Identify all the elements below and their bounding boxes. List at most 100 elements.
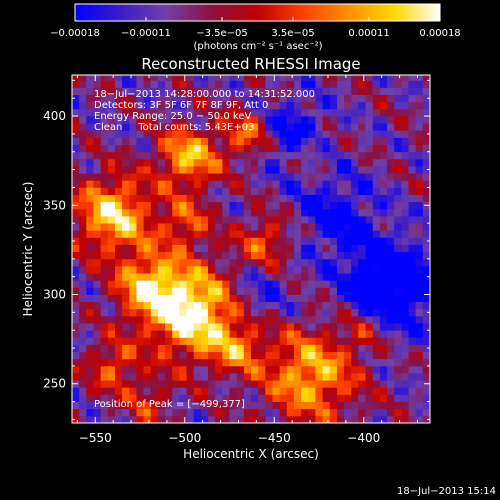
heatmap-cell (379, 215, 388, 224)
heatmap-cell (265, 166, 273, 174)
heatmap-cell (157, 358, 166, 367)
heatmap-cell (258, 337, 266, 345)
heatmap-cell (86, 87, 94, 96)
heatmap-cell (344, 130, 352, 138)
heatmap-cell (358, 101, 366, 110)
heatmap-cell (122, 380, 130, 388)
heatmap-cell (143, 265, 152, 274)
heatmap-cell (408, 137, 417, 145)
heatmap-cell (186, 280, 195, 288)
heatmap-cell (93, 244, 102, 253)
heatmap-cell (193, 401, 202, 410)
heatmap-cell (351, 330, 359, 338)
heatmap-cell (272, 373, 281, 381)
heatmap-cell (72, 223, 80, 231)
heatmap-cell (136, 194, 144, 203)
heatmap-cell (415, 344, 424, 353)
heatmap-cell (179, 130, 187, 138)
heatmap-cell (122, 237, 130, 245)
heatmap-cell (72, 273, 80, 281)
heatmap-cell (401, 380, 409, 388)
heatmap-cell (401, 351, 409, 360)
heatmap-cell (408, 351, 417, 360)
heatmap-cell (186, 237, 195, 245)
heatmap-cell (329, 380, 338, 388)
heatmap-cell (100, 223, 109, 231)
heatmap-cell (265, 215, 273, 224)
heatmap-cell (129, 180, 137, 188)
heatmap-cell (258, 187, 266, 195)
heatmap-cell (86, 194, 94, 203)
heatmap-cell (258, 130, 266, 138)
heatmap-cell (200, 251, 209, 260)
heatmap-cell (200, 116, 209, 124)
heatmap-cell (315, 337, 323, 345)
heatmap-cell (293, 237, 302, 245)
heatmap-cell (93, 258, 102, 267)
heatmap-cell (122, 294, 130, 303)
colorbar-tick-label: −3.5e−05 (196, 28, 248, 39)
heatmap-cell (172, 323, 180, 331)
heatmap-cell (186, 173, 195, 181)
heatmap-cell (200, 244, 209, 253)
heatmap-cell (394, 237, 402, 245)
heatmap-cell (394, 251, 402, 260)
heatmap-cell (372, 201, 381, 210)
heatmap-cell (258, 365, 266, 374)
heatmap-cell (422, 80, 430, 88)
heatmap-cell (286, 223, 295, 231)
heatmap-cell (365, 166, 374, 174)
heatmap-cell (186, 308, 195, 317)
heatmap-cell (394, 387, 402, 395)
heatmap-cell (186, 315, 195, 324)
heatmap-cell (308, 75, 316, 81)
heatmap-cell (286, 251, 295, 260)
heatmap-cell (236, 308, 245, 317)
heatmap-cell (408, 194, 417, 203)
heatmap-cell (79, 94, 87, 103)
heatmap-cell (215, 394, 223, 402)
heatmap-cell (279, 337, 288, 345)
heatmap-cell (172, 201, 180, 210)
heatmap-cell (301, 323, 309, 331)
heatmap-cell (172, 294, 180, 303)
heatmap-cell (265, 230, 273, 238)
heatmap-cell (114, 137, 123, 145)
heatmap-cell (100, 166, 109, 174)
heatmap-cell (100, 315, 109, 324)
heatmap-cell (344, 158, 352, 167)
heatmap-cell (301, 258, 309, 267)
heatmap-cell (394, 244, 402, 253)
heatmap-cell (372, 215, 381, 224)
heatmap-cell (93, 351, 102, 360)
heatmap-cell (394, 415, 402, 423)
heatmap-cell (107, 373, 116, 381)
heatmap-cell (315, 258, 323, 267)
heatmap-cell (100, 244, 109, 253)
heatmap-cell (143, 87, 152, 96)
heatmap-cell (308, 401, 316, 410)
heatmap-cell (243, 365, 252, 374)
heatmap-cell (186, 230, 195, 238)
heatmap-cell (408, 294, 417, 303)
heatmap-cell (208, 394, 216, 402)
heatmap-cell (179, 287, 187, 295)
heatmap-cell (258, 358, 266, 367)
heatmap-cell (394, 180, 402, 188)
heatmap-cell (200, 215, 209, 224)
heatmap-cell (329, 215, 338, 224)
heatmap-cell (93, 187, 102, 195)
heatmap-cell (229, 180, 238, 188)
heatmap-cell (322, 130, 331, 138)
heatmap-cell (372, 308, 381, 317)
heatmap-cell (387, 401, 395, 410)
heatmap-cell (72, 351, 80, 360)
heatmap-cell (215, 401, 223, 410)
heatmap-cell (222, 75, 230, 81)
heatmap-cell (344, 244, 352, 253)
heatmap-cell (229, 301, 238, 310)
heatmap-cell (150, 258, 159, 267)
heatmap-cell (301, 273, 309, 281)
heatmap-cell (344, 215, 352, 224)
